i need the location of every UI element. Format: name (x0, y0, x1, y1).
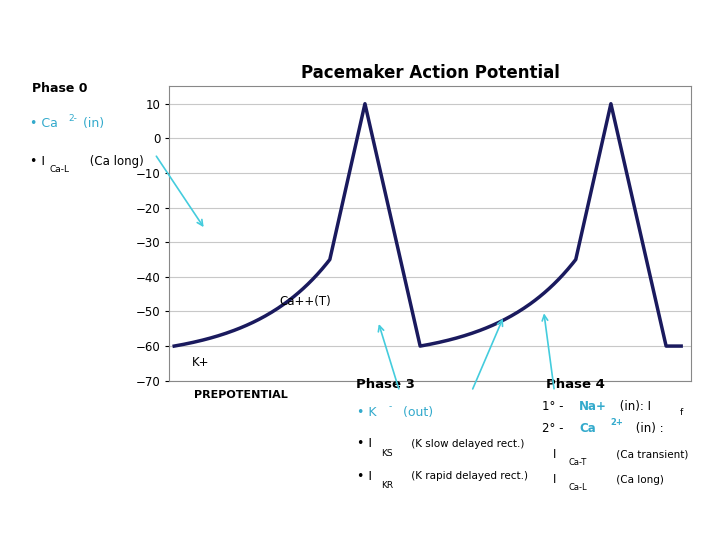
Text: (K rapid delayed rect.): (K rapid delayed rect.) (408, 471, 528, 481)
Text: • I: • I (357, 437, 372, 450)
Text: Ca: Ca (579, 422, 596, 435)
Text: PREPOTENTIAL: PREPOTENTIAL (194, 390, 288, 400)
Text: Phase 3: Phase 3 (356, 379, 415, 392)
Text: • Ca: • Ca (30, 117, 58, 130)
Text: K+: K+ (192, 356, 210, 369)
Text: Ca-L: Ca-L (569, 483, 587, 492)
Text: I: I (553, 448, 556, 461)
Text: Ca-T: Ca-T (569, 458, 587, 467)
Text: • I: • I (357, 470, 372, 483)
Text: 2-: 2- (68, 114, 77, 123)
Text: Ca++(T): Ca++(T) (279, 294, 331, 308)
Text: f: f (680, 408, 683, 417)
Text: • K: • K (357, 406, 377, 419)
Text: (in): (in) (79, 117, 104, 130)
Title: Pacemaker Action Potential: Pacemaker Action Potential (301, 64, 559, 82)
Text: (in) :: (in) : (632, 422, 664, 435)
Text: (K slow delayed rect.): (K slow delayed rect.) (408, 438, 525, 449)
Text: (Ca transient): (Ca transient) (613, 449, 688, 459)
Text: Ca-L: Ca-L (50, 165, 70, 174)
Text: (out): (out) (399, 406, 433, 419)
Text: (in): I: (in): I (616, 400, 651, 413)
Text: 2° -: 2° - (542, 422, 567, 435)
Text: KS: KS (381, 449, 392, 457)
Text: Cardiac Pacemaker Action Potential: Cardiac Pacemaker Action Potential (11, 23, 571, 50)
Text: Na+: Na+ (579, 400, 607, 413)
Text: Phase 4: Phase 4 (546, 379, 605, 392)
Text: 1° -: 1° - (542, 400, 567, 413)
Text: 2+: 2+ (611, 418, 624, 427)
Text: (Ca long): (Ca long) (86, 155, 143, 168)
Text: I: I (553, 473, 556, 486)
Text: Phase 0: Phase 0 (32, 82, 88, 94)
Text: • I: • I (30, 155, 45, 168)
Text: -: - (388, 402, 392, 411)
Text: (Ca long): (Ca long) (613, 475, 663, 485)
Text: KR: KR (381, 481, 393, 490)
